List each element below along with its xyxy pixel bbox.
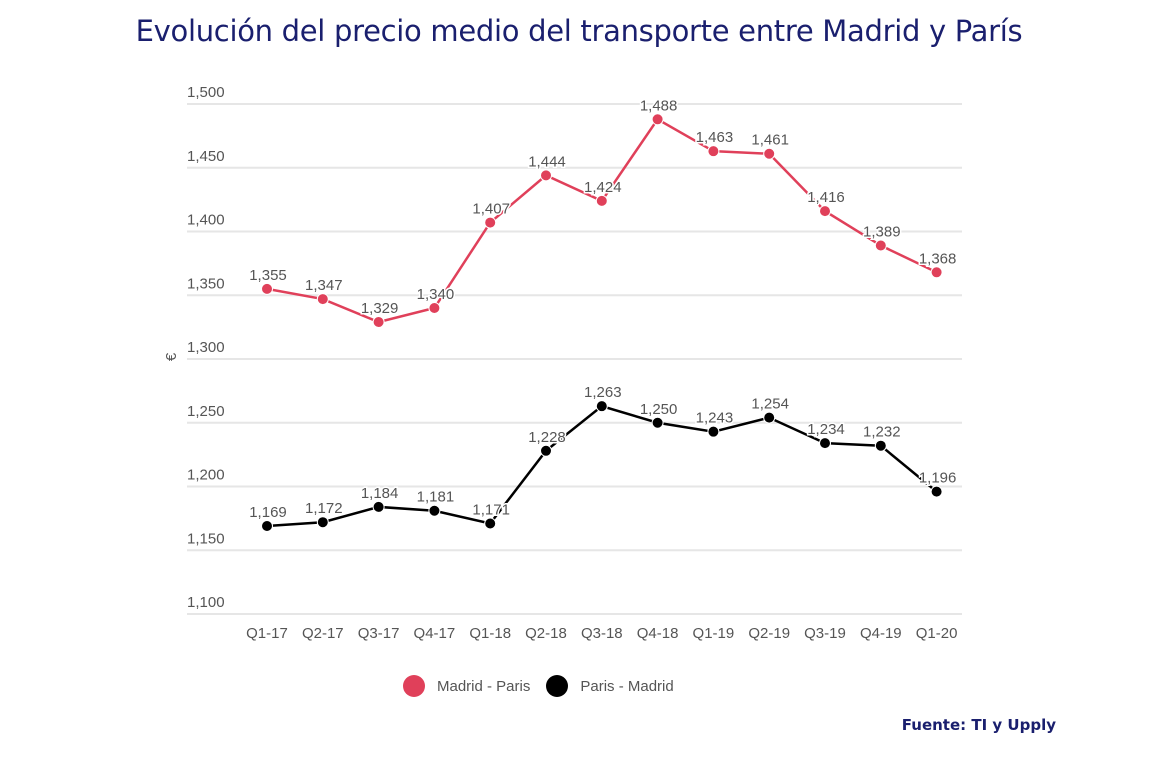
data-point: [763, 411, 776, 424]
y-tick-label: 1,200: [187, 467, 225, 484]
data-point: [261, 520, 273, 533]
data-point: [372, 500, 385, 513]
x-tick-label: Q2-17: [302, 625, 344, 642]
y-tick-label: 1,150: [187, 530, 225, 547]
data-point: [372, 316, 385, 329]
legend: Madrid - Paris Paris - Madrid: [403, 675, 690, 697]
data-point: [763, 147, 776, 160]
data-point: [428, 504, 441, 517]
data-label: 1,461: [751, 132, 789, 149]
data-point: [595, 400, 608, 413]
y-tick-label: 1,250: [187, 403, 225, 420]
legend-item-paris-madrid[interactable]: Paris - Madrid: [546, 675, 674, 697]
x-tick-label: Q1-20: [916, 625, 958, 642]
legend-marker-madrid-paris: [403, 675, 425, 697]
data-label: 1,184: [361, 485, 399, 502]
data-point: [651, 416, 664, 429]
y-tick-label: 1,100: [187, 594, 225, 611]
data-label: 1,234: [807, 421, 845, 438]
data-point: [819, 205, 831, 218]
data-point: [707, 425, 720, 438]
data-point: [540, 444, 552, 457]
data-label: 1,488: [640, 97, 678, 114]
data-point: [428, 302, 441, 314]
data-label: 1,263: [584, 384, 622, 401]
data-label: 1,243: [696, 410, 734, 427]
series-paris-madrid: 1,169 1,172 1,184 1,181 1,171 1,228 1,263 1,250…: [248, 383, 958, 533]
data-label: 1,389: [863, 224, 901, 241]
x-tick-label: Q3-19: [804, 625, 846, 642]
legend-label: Paris - Madrid: [580, 677, 674, 695]
x-tick-label: Q4-17: [414, 625, 456, 642]
data-label: 1,340: [417, 286, 455, 303]
data-point: [651, 113, 664, 126]
data-point: [261, 282, 273, 295]
data-label: 1,424: [584, 179, 622, 196]
x-tick-label: Q2-18: [525, 625, 567, 642]
series-group: 1,355 1,347 1,329 1,340 1,407 1,444 1,424 1,488…: [248, 96, 958, 533]
data-label: 1,250: [640, 401, 678, 418]
y-tick-label: 1,300: [187, 339, 225, 356]
data-point: [540, 169, 552, 182]
data-label: 1,407: [472, 201, 510, 218]
x-tick-label: Q1-17: [246, 625, 288, 642]
x-tick-label: Q2-19: [748, 625, 790, 642]
data-label: 1,329: [361, 300, 399, 317]
data-label: 1,355: [249, 267, 287, 284]
series-madrid-paris: 1,355 1,347 1,329 1,340 1,407 1,444 1,424 1,488…: [248, 96, 958, 329]
data-point: [484, 517, 497, 530]
x-tick-label: Q4-18: [637, 625, 679, 642]
data-point: [930, 266, 943, 279]
y-tick-label: 1,400: [187, 212, 225, 229]
data-point: [707, 145, 720, 158]
data-label: 1,232: [863, 424, 901, 441]
data-label: 1,347: [305, 277, 343, 294]
x-tick-label: Q1-18: [469, 625, 511, 642]
y-axis-ticks: 1,100 1,150 1,200 1,250 1,300 1,350 1,400 1,450…: [187, 84, 225, 611]
data-label: 1,181: [417, 489, 455, 506]
data-label: 1,171: [472, 501, 510, 518]
y-axis-label: €: [163, 352, 180, 361]
y-tick-label: 1,450: [187, 148, 225, 165]
data-point: [930, 485, 943, 498]
data-label: 1,169: [249, 504, 287, 521]
y-tick-label: 1,350: [187, 275, 225, 292]
data-label: 1,368: [919, 250, 957, 267]
data-point: [595, 194, 608, 207]
data-point: [316, 293, 329, 306]
data-label: 1,416: [807, 189, 845, 206]
data-point: [484, 216, 497, 229]
series-line: [266, 117, 938, 324]
data-point: [874, 439, 887, 452]
chart-title: Evolución del precio medio del transport…: [135, 14, 1023, 48]
x-tick-label: Q3-18: [581, 625, 623, 642]
data-label: 1,254: [751, 396, 789, 413]
data-point: [819, 437, 831, 450]
x-tick-label: Q4-19: [860, 625, 902, 642]
source-note: Fuente: TI y Upply: [901, 716, 1056, 734]
legend-label: Madrid - Paris: [437, 677, 531, 695]
data-label: 1,228: [528, 429, 566, 446]
x-tick-label: Q3-17: [358, 625, 400, 642]
x-tick-label: Q1-19: [693, 625, 735, 642]
x-axis-ticks: Q1-17 Q2-17 Q3-17 Q4-17 Q1-18 Q2-18 Q3-18 Q4-18…: [246, 625, 957, 642]
legend-marker-paris-madrid: [546, 675, 569, 697]
gridlines: [187, 103, 962, 615]
data-point: [874, 239, 887, 252]
legend-item-madrid-paris[interactable]: Madrid - Paris: [403, 675, 530, 697]
data-label: 1,196: [919, 470, 957, 487]
data-label: 1,172: [305, 500, 343, 517]
data-point: [316, 516, 329, 529]
data-label: 1,444: [528, 153, 566, 170]
y-tick-label: 1,500: [187, 84, 225, 101]
data-label: 1,463: [696, 129, 734, 146]
